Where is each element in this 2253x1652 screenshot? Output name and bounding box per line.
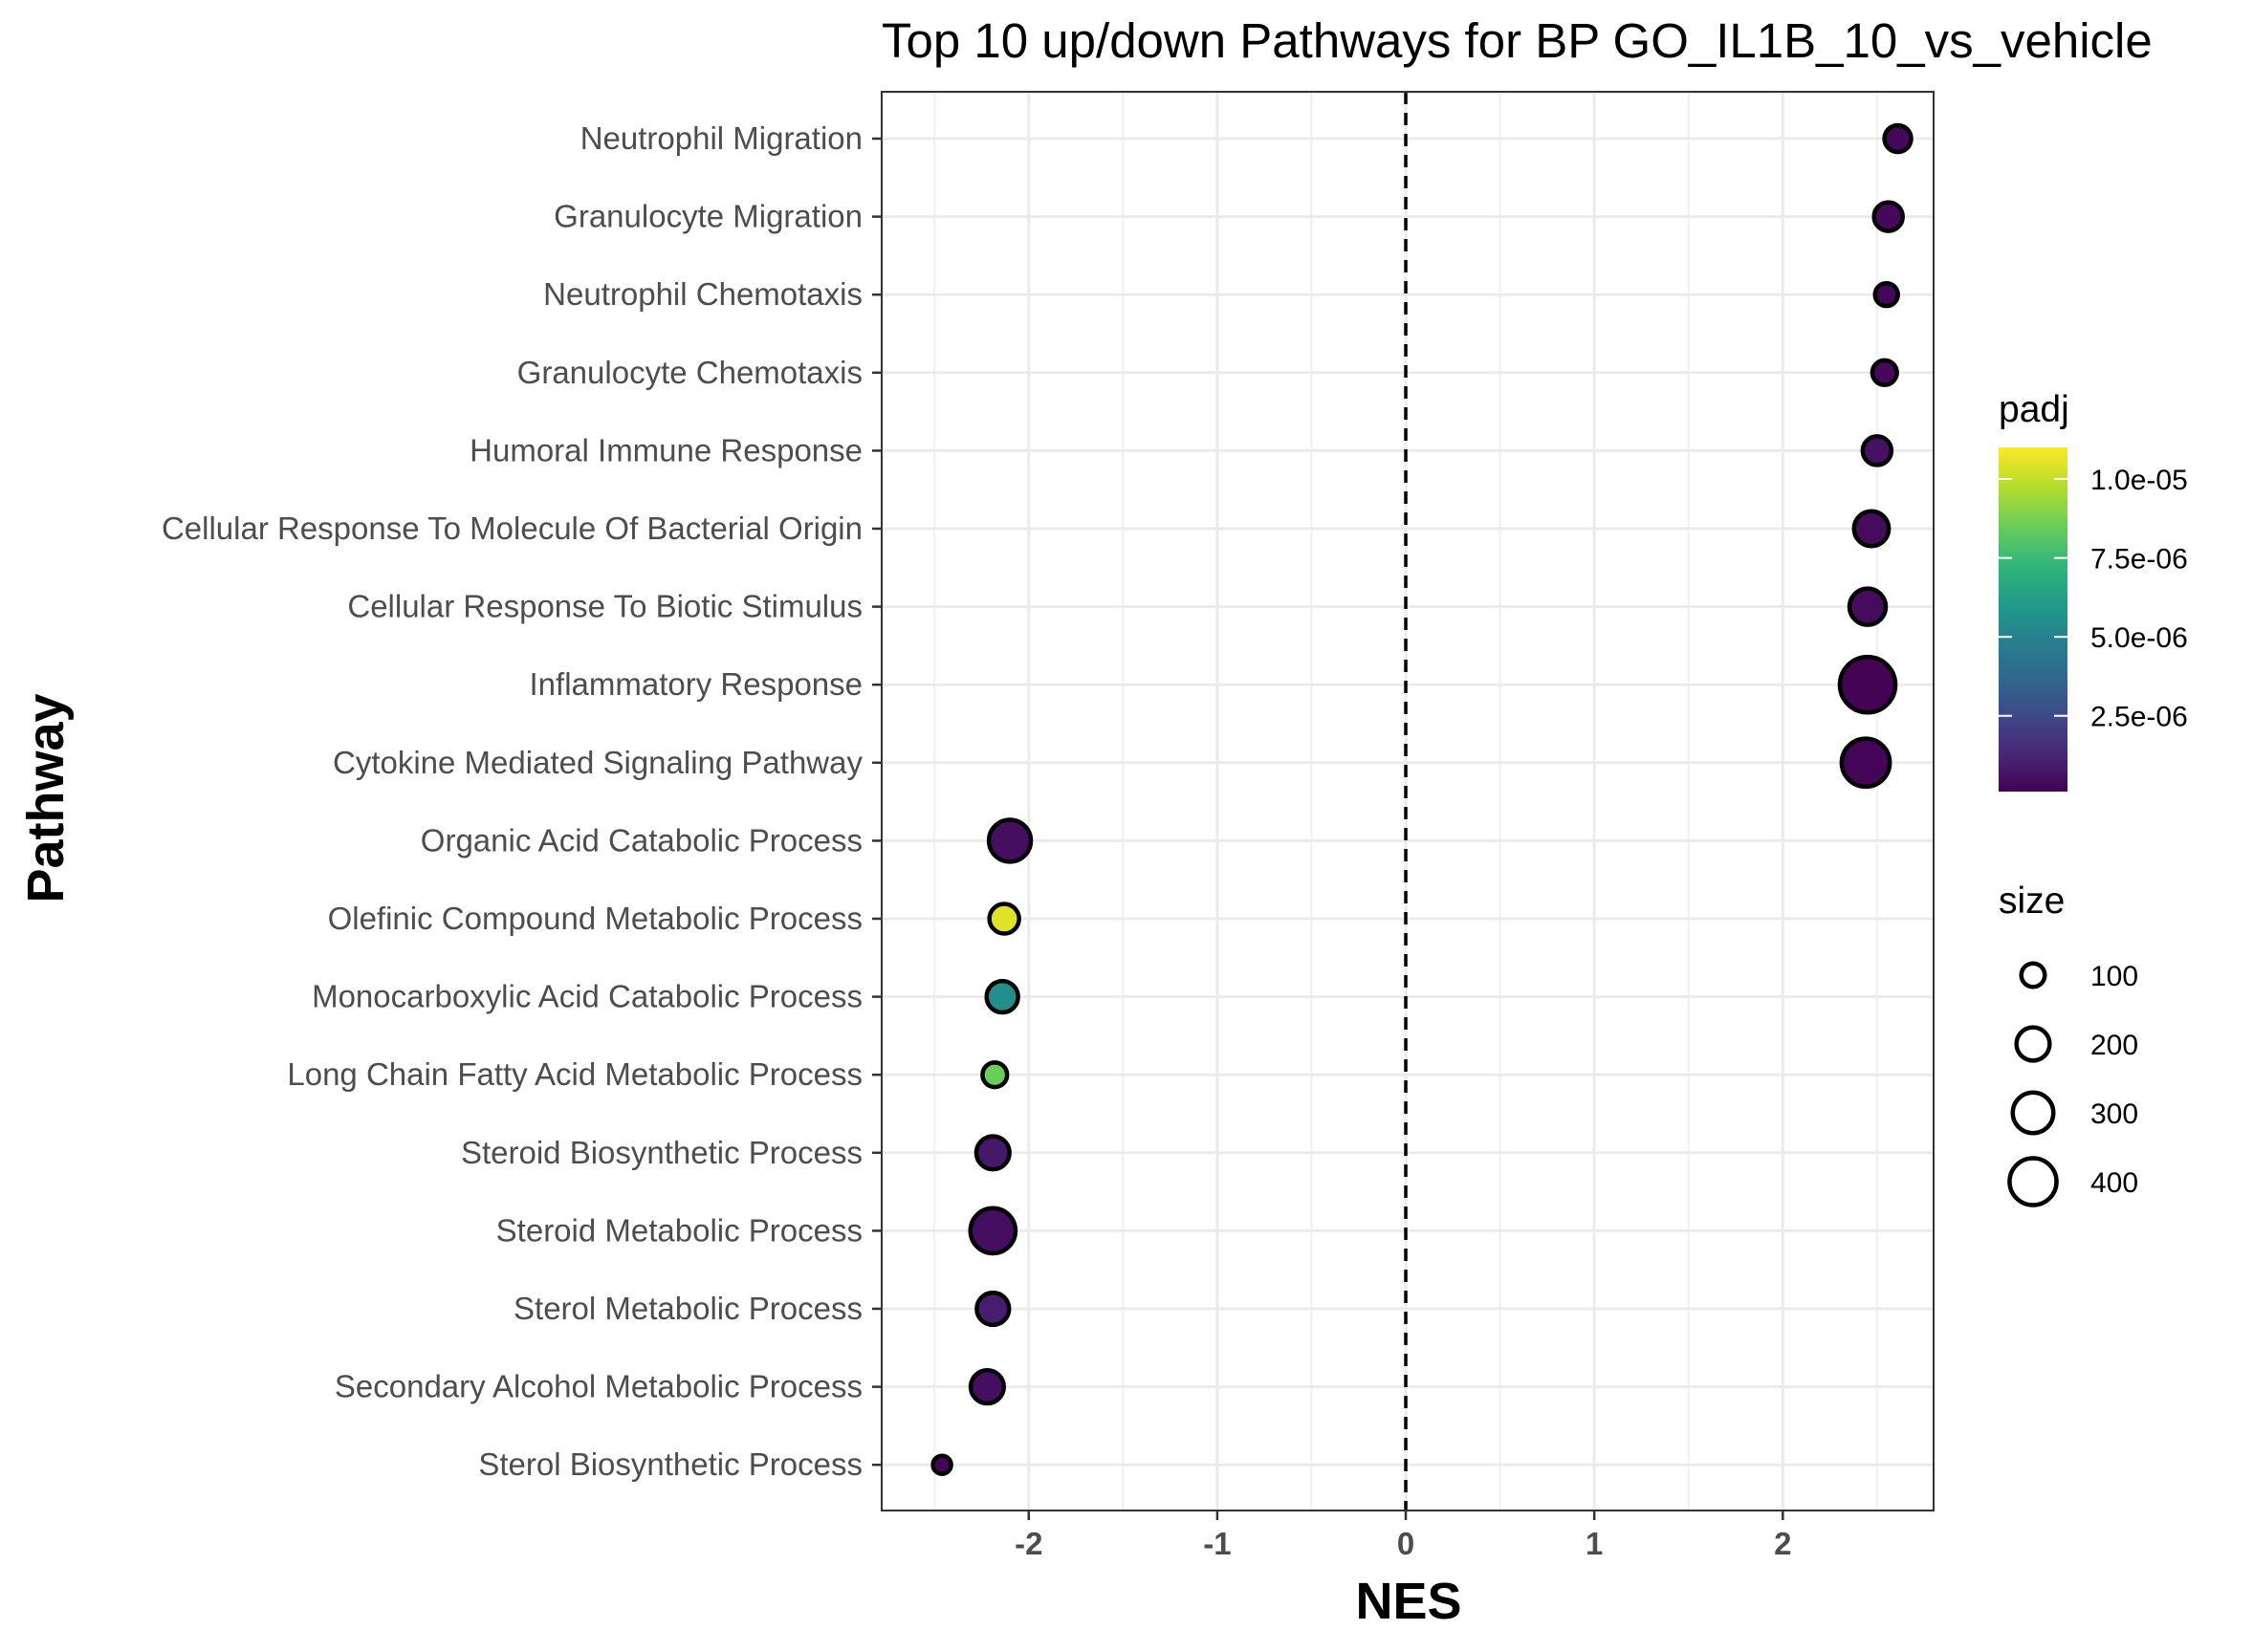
- point-granulocyte-chemotaxis: [1870, 358, 1899, 387]
- y-tick-label-neutrophil-chemotaxis: Neutrophil Chemotaxis: [543, 276, 863, 312]
- plot-panel: [881, 91, 1935, 1511]
- y-tick-label-steroid-biosynthetic-process: Steroid Biosynthetic Process: [461, 1135, 863, 1170]
- point-steroid-biosynthetic-process: [973, 1134, 1012, 1172]
- point-neutrophil-migration: [1882, 122, 1914, 155]
- point-monocarboxylic-acid-catabolic-process: [984, 978, 1020, 1015]
- size-legend-label: 400: [2090, 1167, 2138, 1199]
- y-axis-title: Pathway: [17, 693, 75, 902]
- point-sterol-metabolic-process: [974, 1290, 1012, 1328]
- y-tick-label-sterol-biosynthetic-process: Sterol Biosynthetic Process: [478, 1446, 863, 1482]
- grid-layer: [882, 92, 1934, 1511]
- y-tick-label-neutrophil-migration: Neutrophil Migration: [580, 120, 863, 156]
- y-tick-label-granulocyte-chemotaxis: Granulocyte Chemotaxis: [517, 355, 863, 390]
- colorbar-ticks: 2.5e-06 5.0e-06 7.5e-06 1.0e-05: [1999, 465, 2188, 733]
- y-tick-label-humoral-immune-response: Humoral Immune Response: [470, 432, 863, 467]
- size-legend-label: 200: [2090, 1030, 2138, 1061]
- point-humoral-immune-response: [1860, 434, 1894, 467]
- size-legend-key: [2010, 1090, 2056, 1136]
- panel-border: [881, 91, 1935, 1511]
- point-granulocyte-migration: [1871, 200, 1905, 233]
- colorbar: [1999, 447, 2067, 792]
- colorbar-tick-label: 2.5e-06: [2090, 702, 2188, 733]
- point-secondary-alcohol-metabolic-process: [968, 1368, 1006, 1406]
- size-legend-label: 100: [2090, 961, 2138, 992]
- y-tick-label-granulocyte-migration: Granulocyte Migration: [554, 199, 863, 234]
- y-tick-label-steroid-metabolic-process: Steroid Metabolic Process: [496, 1212, 863, 1248]
- size-legend-key: [2007, 1156, 2059, 1207]
- y-tick-label-olefinic-compound-metabolic-process: Olefinic Compound Metabolic Process: [328, 901, 863, 936]
- y-tick-label-cellular-response-to-molecule-of-bacterial-origin: Cellular Response To Molecule Of Bacteri…: [162, 511, 863, 546]
- y-tick-label-organic-acid-catabolic-process: Organic Acid Catabolic Process: [421, 822, 863, 858]
- chart-title: Top 10 up/down Pathways for BP GO_IL1B_1…: [882, 13, 2153, 68]
- y-tick-label-secondary-alcohol-metabolic-process: Secondary Alcohol Metabolic Process: [335, 1369, 863, 1404]
- point-cellular-response-to-molecule-of-bacterial-origin: [1851, 509, 1892, 549]
- colorbar-tick-label: 7.5e-06: [2090, 544, 2188, 576]
- point-cytokine-mediated-signaling-pathway: [1839, 736, 1892, 790]
- x-tick-label: 0: [1397, 1526, 1414, 1561]
- point-long-chain-fatty-acid-metabolic-process: [980, 1060, 1010, 1090]
- point-neutrophil-chemotaxis: [1872, 280, 1900, 309]
- y-tick-label-inflammatory-response: Inflammatory Response: [530, 666, 863, 702]
- y-tick-label-cellular-response-to-biotic-stimulus: Cellular Response To Biotic Stimulus: [347, 589, 863, 624]
- point-inflammatory-response: [1837, 654, 1898, 715]
- x-tick-label: -1: [1203, 1526, 1231, 1561]
- point-organic-acid-catabolic-process: [986, 817, 1034, 864]
- points-layer: [930, 122, 1914, 1476]
- size-legend-label: 300: [2090, 1098, 2138, 1130]
- point-cellular-response-to-biotic-stimulus: [1847, 586, 1889, 627]
- x-axis: -2 -1 0 1 2: [1015, 1511, 1791, 1561]
- size-legend-key: [2014, 1025, 2052, 1063]
- size-legend-key: [2019, 961, 2047, 989]
- y-tick-label-long-chain-fatty-acid-metabolic-process: Long Chain Fatty Acid Metabolic Process: [287, 1056, 863, 1092]
- y-tick-label-monocarboxylic-acid-catabolic-process: Monocarboxylic Acid Catabolic Process: [312, 979, 863, 1014]
- color-legend: padj 2.5e-06 5.0e-06 7.5e-06 1.0e-05: [1999, 389, 2188, 792]
- colorbar-tick-label: 5.0e-06: [2090, 622, 2188, 654]
- y-tick-label-cytokine-mediated-signaling-pathway: Cytokine Mediated Signaling Pathway: [333, 745, 863, 780]
- size-legend: size 100 200 300 400: [1999, 880, 2138, 1207]
- color-legend-title: padj: [1999, 389, 2069, 430]
- x-tick-label: 1: [1586, 1526, 1603, 1561]
- y-axis: Neutrophil Migration Granulocyte Migratio…: [162, 120, 882, 1482]
- size-legend-title: size: [1999, 880, 2065, 922]
- colorbar-tick-label: 1.0e-05: [2090, 465, 2188, 496]
- point-steroid-metabolic-process: [968, 1206, 1018, 1256]
- panel-background: [882, 92, 1934, 1511]
- point-sterol-biosynthetic-process: [930, 1453, 953, 1476]
- y-tick-label-sterol-metabolic-process: Sterol Metabolic Process: [514, 1291, 863, 1326]
- size-legend-items: 100 200 300 400: [2007, 961, 2138, 1207]
- x-tick-label: 2: [1774, 1526, 1791, 1561]
- point-olefinic-compound-metabolic-process: [987, 902, 1021, 936]
- x-tick-label: -2: [1015, 1526, 1042, 1561]
- x-axis-title: NES: [1355, 1573, 1461, 1630]
